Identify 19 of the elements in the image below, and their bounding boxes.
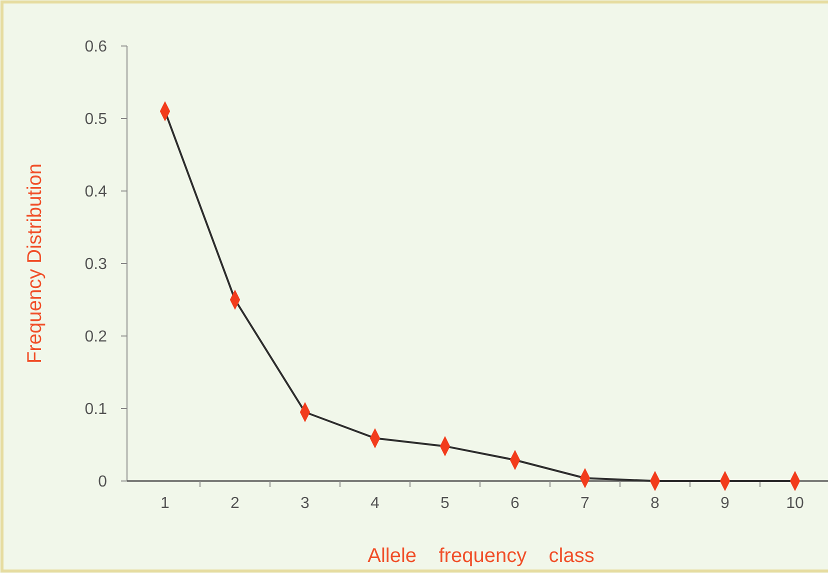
x-axis-title: Allele frequency class — [368, 545, 594, 567]
y-axis-title: Frequency Distribution — [24, 163, 46, 364]
y-tick-label: 0.2 — [84, 328, 108, 346]
x-tick-label: 8 — [650, 495, 660, 512]
y-tick-label: 0.3 — [84, 256, 108, 274]
x-tick-label: 9 — [720, 495, 730, 512]
y-tick-label: 0.4 — [84, 184, 108, 201]
y-tick-label: 0.5 — [84, 111, 108, 128]
x-tick-label: 1 — [160, 495, 170, 512]
x-tick-label: 4 — [370, 495, 380, 512]
x-tick-label: 2 — [230, 495, 240, 512]
y-tick-label: 0.1 — [84, 401, 108, 418]
y-tick-label: 0.6 — [84, 38, 108, 56]
y-tick-label: 0 — [98, 474, 108, 491]
x-tick-label: 10 — [786, 495, 804, 512]
x-tick-label: 7 — [580, 495, 590, 512]
x-tick-label: 3 — [300, 495, 310, 512]
x-tick-label: 6 — [510, 495, 520, 512]
x-tick-label: 5 — [440, 495, 450, 512]
